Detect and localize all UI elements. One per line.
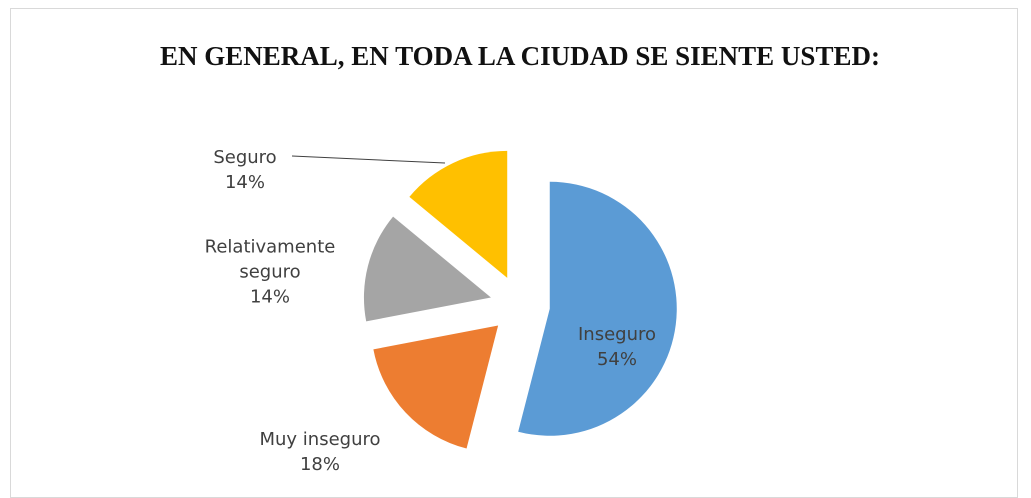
pie-slice xyxy=(409,150,508,278)
pie-slice xyxy=(518,181,677,436)
data-label: Relativamente seguro 14% xyxy=(190,235,350,310)
category-label: Inseguro xyxy=(577,324,657,345)
data-label: Seguro 14% xyxy=(185,145,305,195)
data-label: Muy inseguro 18% xyxy=(220,427,420,477)
value-label: 14% xyxy=(224,172,265,193)
leader-line xyxy=(291,155,446,164)
chart-title: EN GENERAL, EN TODA LA CIUDAD SE SIENTE … xyxy=(160,41,880,71)
pie-slice xyxy=(363,216,491,322)
data-label: Inseguro 54% xyxy=(557,322,677,372)
value-label: 18% xyxy=(299,454,340,475)
category-label: Muy inseguro xyxy=(259,429,381,450)
pie-area xyxy=(291,150,677,449)
chart: EN GENERAL, EN TODA LA CIUDAD SE SIENTE … xyxy=(10,8,1018,498)
category-label: Relativamente seguro xyxy=(204,236,336,283)
category-label: Seguro xyxy=(213,147,277,168)
pie-slice xyxy=(373,325,499,449)
value-label: 54% xyxy=(596,349,637,370)
value-label: 14% xyxy=(249,286,290,308)
